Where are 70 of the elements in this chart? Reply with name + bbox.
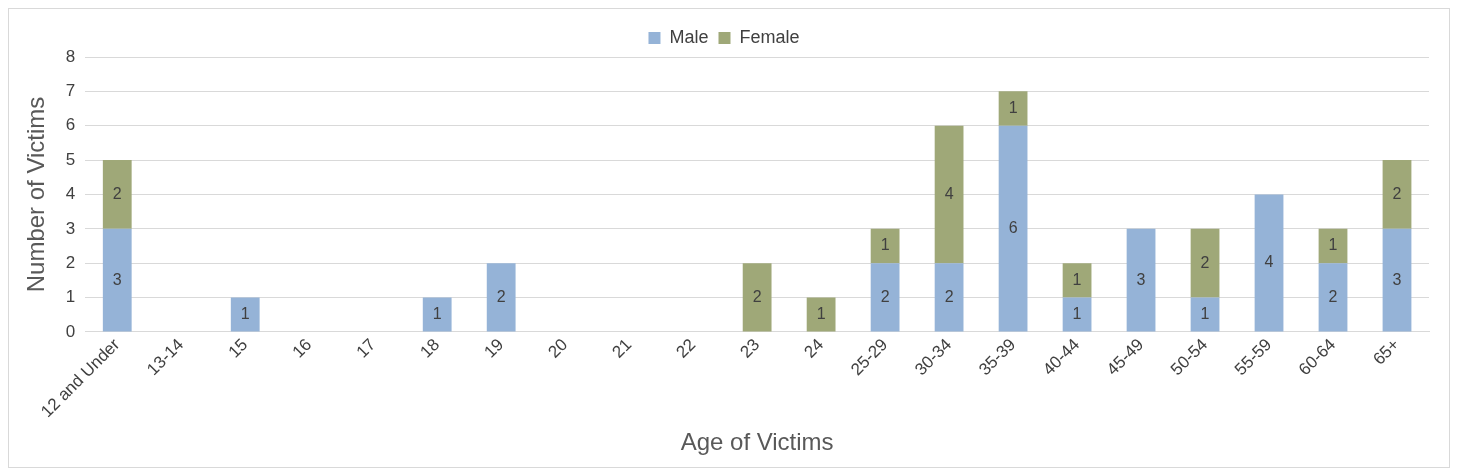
bar xyxy=(870,263,900,332)
bar xyxy=(1382,228,1412,332)
data-label: 6 xyxy=(1008,218,1018,236)
data-label: 2 xyxy=(1392,184,1402,202)
bar xyxy=(998,91,1028,126)
x-tick-label: 22 xyxy=(672,334,700,362)
x-tick-label: 24 xyxy=(800,334,828,362)
y-axis-title: Number of Victims xyxy=(22,96,50,293)
data-label: 3 xyxy=(1136,270,1146,288)
bar xyxy=(1062,263,1092,298)
bar xyxy=(934,125,964,264)
bar xyxy=(742,263,772,332)
data-label: 4 xyxy=(944,184,954,202)
x-axis-title: Age of Victims xyxy=(680,428,834,456)
data-label: 2 xyxy=(752,287,762,305)
x-tick-label: 65+ xyxy=(1369,334,1404,369)
y-tick-label: 3 xyxy=(65,218,76,238)
data-label: 2 xyxy=(112,184,122,202)
data-label: 2 xyxy=(880,287,890,305)
data-label: 1 xyxy=(880,236,890,254)
bar xyxy=(1190,228,1220,298)
bar xyxy=(870,228,900,264)
y-tick-label: 2 xyxy=(65,252,76,272)
legend-label: Female xyxy=(739,26,800,47)
x-tick-label: 18 xyxy=(416,334,444,362)
bar xyxy=(934,263,964,332)
y-tick-label: 0 xyxy=(65,321,76,341)
bar xyxy=(1126,228,1156,332)
x-tick-label: 19 xyxy=(480,334,508,362)
bar xyxy=(998,125,1028,332)
x-tick-label: 23 xyxy=(736,334,764,362)
y-tick-label: 7 xyxy=(65,81,76,101)
bar xyxy=(1318,228,1348,264)
bar xyxy=(102,160,132,229)
bar xyxy=(422,297,452,332)
x-tick-label: 15 xyxy=(224,334,252,362)
bar xyxy=(1190,297,1220,332)
bar xyxy=(1382,160,1412,229)
bar xyxy=(486,263,516,332)
data-label: 2 xyxy=(1200,253,1210,271)
data-label: 2 xyxy=(944,287,954,305)
data-label: 3 xyxy=(112,270,122,288)
x-tick-label: 21 xyxy=(608,334,636,362)
x-tick-label: 16 xyxy=(288,334,316,362)
y-tick-label: 5 xyxy=(65,149,76,169)
data-label: 1 xyxy=(1072,304,1082,322)
bar xyxy=(102,228,132,332)
data-label: 1 xyxy=(432,304,442,322)
x-tick-label: 17 xyxy=(352,334,380,362)
data-label: 1 xyxy=(1072,270,1082,288)
data-label: 2 xyxy=(1328,287,1338,305)
data-label: 2 xyxy=(496,287,506,305)
y-tick-label: 6 xyxy=(65,115,76,135)
data-label: 1 xyxy=(1200,304,1210,322)
data-label: 1 xyxy=(1008,98,1018,116)
bar xyxy=(1318,263,1348,332)
data-label: 1 xyxy=(816,304,826,322)
data-label: 3 xyxy=(1392,270,1402,288)
legend-label: Male xyxy=(669,26,709,47)
data-label: 4 xyxy=(1264,253,1274,271)
y-tick-label: 8 xyxy=(65,46,76,66)
x-tick-label: 20 xyxy=(544,334,572,362)
bar xyxy=(1062,297,1092,332)
y-tick-label: 4 xyxy=(65,184,76,204)
data-label: 1 xyxy=(240,304,250,322)
y-tick-label: 1 xyxy=(65,287,76,307)
bar xyxy=(806,297,836,332)
bar xyxy=(1254,194,1284,332)
data-label: 1 xyxy=(1328,236,1338,254)
bar xyxy=(230,297,260,332)
